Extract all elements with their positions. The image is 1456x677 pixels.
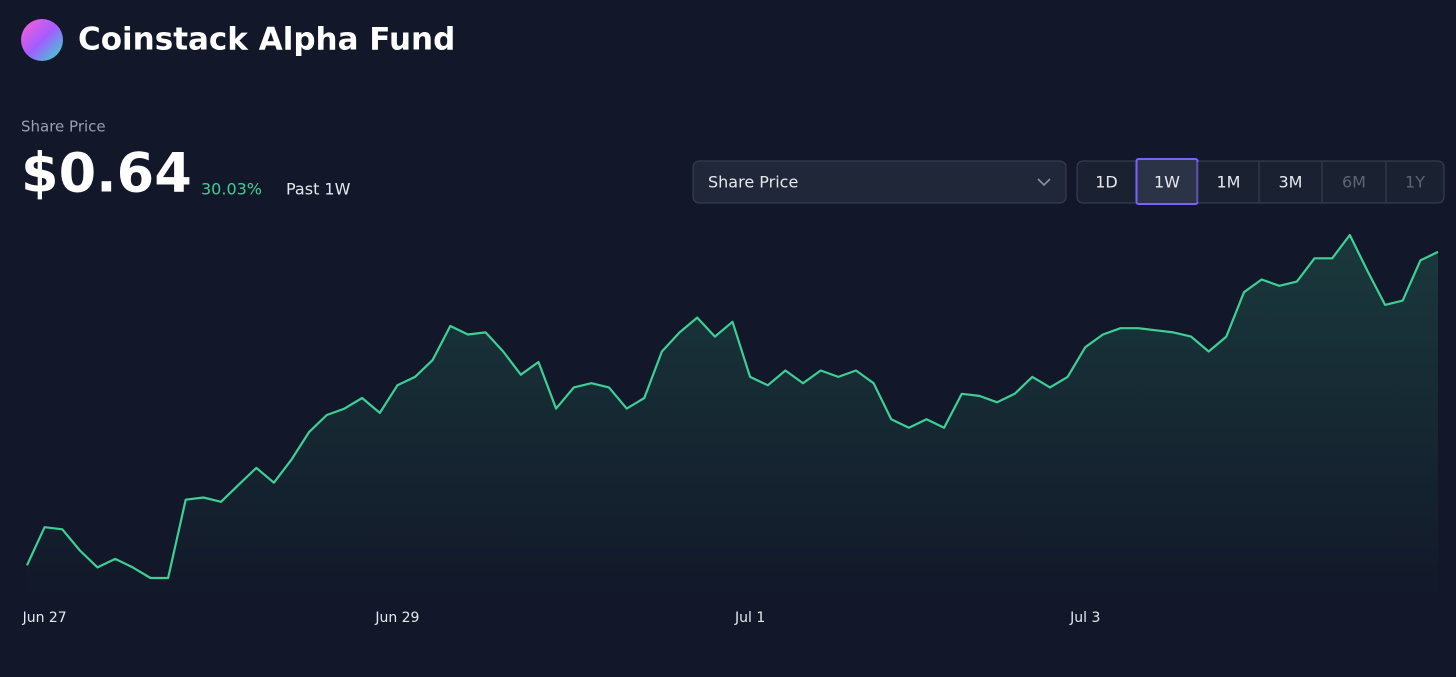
range-button[interactable]: 1D (1095, 173, 1118, 192)
range-button[interactable]: 1W (1154, 173, 1180, 192)
range-button[interactable]: 1M (1217, 173, 1241, 192)
x-tick-label: Jul 1 (734, 610, 765, 626)
x-tick-label: Jul 3 (1069, 610, 1100, 626)
dropdown-label[interactable]: Share Price (708, 173, 798, 192)
price-value: $0.64 (21, 142, 192, 205)
price-area (27, 235, 1438, 600)
metric-dropdown[interactable]: Share Price (692, 160, 1067, 204)
price-change: 30.03% (201, 180, 262, 199)
price-label: Share Price (21, 118, 106, 136)
fund-title: Coinstack Alpha Fund (78, 22, 455, 58)
range-button: 1Y (1405, 173, 1425, 192)
range-button: 6M (1342, 173, 1366, 192)
logo (21, 19, 63, 61)
x-tick-label: Jun 29 (374, 610, 419, 626)
price-line (26, 233, 1439, 580)
range-button[interactable]: 3M (1279, 173, 1303, 192)
change-period: Past 1W (286, 180, 351, 199)
x-tick-label: Jun 27 (22, 610, 67, 626)
chevron (1037, 178, 1051, 187)
dropdown-box[interactable] (692, 160, 1067, 204)
range-group (1076, 160, 1445, 204)
